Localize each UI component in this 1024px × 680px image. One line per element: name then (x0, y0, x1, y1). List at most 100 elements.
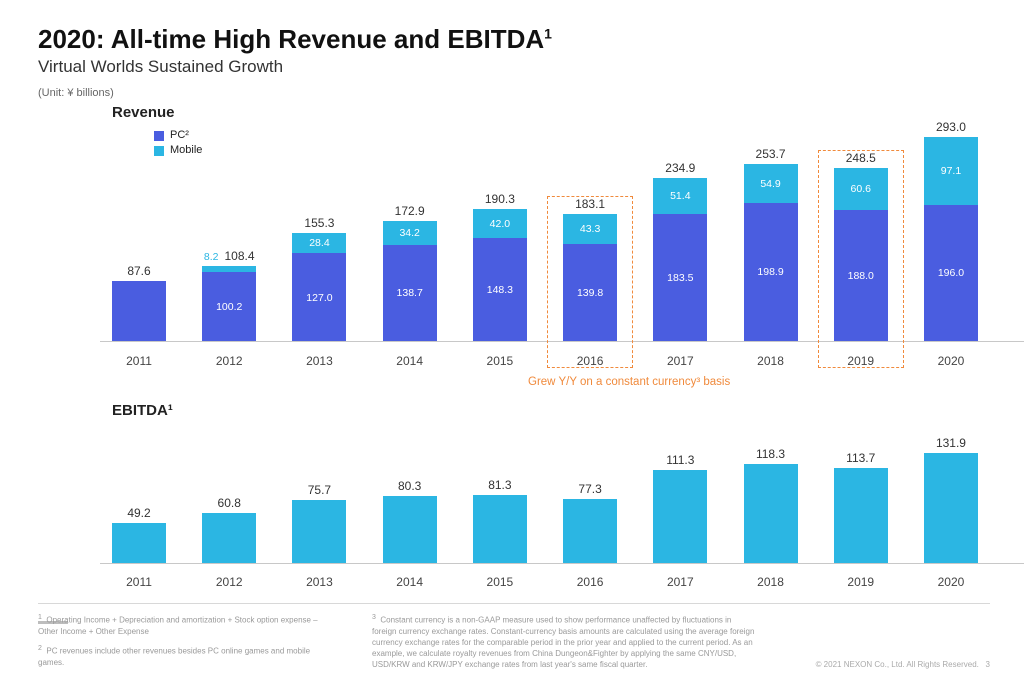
slide: 2020: All-time High Revenue and EBITDA 1 … (0, 0, 1024, 680)
slide-subtitle: Virtual Worlds Sustained Growth (38, 57, 986, 77)
revenue-bar: 139.8 43.3 (563, 214, 617, 342)
revenue-bar-slot: 293.0 196.0 97.1 (912, 120, 990, 342)
ebitda-value-label: 80.3 (398, 479, 421, 493)
year-label: 2018 (757, 354, 784, 368)
revenue-bar: 148.3 42.0 (473, 209, 527, 342)
revenue-pc-label: 148.3 (487, 284, 513, 296)
revenue-bar: 196.0 97.1 (924, 137, 978, 342)
year-label: 2020 (938, 575, 965, 589)
revenue-bar: 138.7 34.2 (383, 221, 437, 342)
footnotes-mid: 3 Constant currency is a non-GAAP measur… (372, 612, 756, 670)
revenue-mobile-label: 34.2 (399, 227, 419, 239)
ebitda-bar-slot: 80.3 (371, 479, 449, 564)
revenue-bar-slot: 234.9183.551.4 (641, 161, 719, 342)
footnotes-left: 1 Operating Income + Depreciation and am… (38, 612, 338, 670)
revenue-pc-segment: 127.0 (292, 253, 346, 342)
ebitda-bar-slot: 118.3 (732, 447, 810, 564)
revenue-bar-slot: 155.3 127.0 28.4 (280, 216, 358, 342)
ebitda-bar (924, 453, 978, 564)
revenue-pc-segment: 138.7 (383, 245, 437, 342)
footnote-2: 2 PC revenues include other revenues bes… (38, 643, 338, 668)
revenue-total-label: 87.6 (127, 264, 150, 278)
revenue-mobile-segment: 60.6 (834, 168, 888, 210)
revenue-bar-slot: 87.6 (100, 264, 178, 342)
revenue-pc-label: 100.2 (216, 301, 242, 313)
year-label: 2012 (216, 354, 243, 368)
revenue-total-label: 155.3 (304, 216, 334, 230)
revenue-pc-segment: 196.0 (924, 205, 978, 342)
revenue-pc-segment: 188.0 (834, 210, 888, 342)
ebitda-value-label: 81.3 (488, 478, 511, 492)
year-label: 2015 (487, 354, 514, 368)
revenue-bar-slot: 172.9138.734.2 (371, 204, 449, 342)
revenue-mobile-label: 43.3 (580, 223, 600, 235)
revenue-mobile-label: 97.1 (941, 165, 961, 177)
revenue-pc-segment: 148.3 (473, 238, 527, 342)
revenue-mobile-segment: 34.2 (383, 221, 437, 245)
ebitda-value-label: 113.7 (846, 451, 875, 465)
ebitda-bars: 49.260.875.780.381.377.3111.3118.3113.71… (100, 446, 990, 564)
revenue-mobile-label: 28.4 (309, 237, 329, 249)
revenue-pc-label: 138.7 (397, 287, 423, 299)
footnotes-right: © 2021 NEXON Co., Ltd. All Rights Reserv… (790, 659, 990, 670)
ebitda-value-label: 131.9 (936, 436, 966, 450)
year-label: 2016 (577, 354, 604, 368)
ebitda-bar (834, 468, 888, 564)
ebitda-bar-slot: 75.7 (280, 483, 358, 564)
ebitda-bar (202, 513, 256, 564)
revenue-total-label: 248.5 (846, 151, 876, 165)
ebitda-bar-slot: 77.3 (551, 482, 629, 564)
ebitda-bar-slot: 81.3 (461, 478, 539, 564)
revenue-year-labels: 2011201220132014201520162017201820192020 (100, 346, 990, 368)
year-label: 2013 (306, 354, 333, 368)
year-label: 2016 (577, 575, 604, 589)
ebitda-bar (744, 464, 798, 564)
slide-title: 2020: All-time High Revenue and EBITDA1 (38, 24, 986, 55)
revenue-bar-slot: 183.1139.843.3 (551, 197, 629, 342)
revenue-pc-label: 188.0 (848, 270, 874, 282)
revenue-bar-slot: 253.7198.954.9 (732, 147, 810, 342)
revenue-pc-segment: 183.5 (653, 214, 707, 342)
ebitda-year-labels: 2011201220132014201520162017201820192020 (100, 567, 990, 589)
revenue-pc-label: 127.0 (306, 292, 332, 304)
revenue-title: Revenue (112, 104, 175, 121)
ebitda-bar (653, 470, 707, 564)
revenue-mobile-label: 42.0 (490, 218, 510, 230)
copyright: © 2021 NEXON Co., Ltd. All Rights Reserv… (816, 660, 979, 669)
ebitda-value-label: 60.8 (218, 496, 241, 510)
ebitda-value-label: 75.7 (308, 483, 331, 497)
revenue-pc-segment: 139.8 (563, 244, 617, 342)
revenue-total-label: 108.4 (225, 249, 255, 263)
ebitda-bar (473, 495, 527, 564)
title-sup: 1 (544, 25, 552, 41)
revenue-bars: 87.68.2108.4100.2155.3127.028.4172.9138.… (100, 132, 990, 342)
ebitda-title: EBITDA¹ (112, 402, 173, 419)
ebitda-bar-slot: 60.8 (190, 496, 268, 564)
revenue-total-label: 293.0 (936, 120, 966, 134)
year-label: 2014 (396, 354, 423, 368)
ebitda-bar-slot: 111.3 (641, 453, 719, 564)
revenue-mobile-segment: 28.4 (292, 233, 346, 253)
ebitda-bar (383, 496, 437, 564)
revenue-mobile-segment: 43.3 (563, 214, 617, 244)
year-label: 2019 (847, 354, 874, 368)
revenue-total-label: 234.9 (665, 161, 695, 175)
revenue-bar-slot: 8.2108.4100.2 (190, 249, 268, 342)
footnotes: 1 Operating Income + Depreciation and am… (38, 603, 990, 670)
revenue-chart: Revenue PC² Mobile 87.68.2108.4100.2155.… (38, 108, 990, 386)
year-label: 2014 (396, 575, 423, 589)
revenue-bar-slot: 190.3 148.3 42.0 (461, 192, 539, 342)
revenue-bar-slot: 248.5 188.0 60.6 (822, 151, 900, 342)
revenue-annotation: Grew Y/Y on a constant currency³ basis (528, 376, 730, 388)
ebitda-value-label: 77.3 (578, 482, 601, 496)
year-label: 2011 (126, 354, 152, 368)
revenue-pc-segment: 100.2 (202, 272, 256, 342)
ebitda-value-label: 49.2 (127, 506, 150, 520)
revenue-total-label: 253.7 (756, 147, 786, 161)
revenue-total-label: 190.3 (485, 192, 515, 206)
revenue-bar (112, 281, 166, 342)
ebitda-bar (292, 500, 346, 564)
ebitda-axis (100, 563, 1024, 564)
ebitda-value-label: 111.3 (666, 453, 694, 467)
title-text: 2020: All-time High Revenue and EBITDA (38, 24, 544, 54)
